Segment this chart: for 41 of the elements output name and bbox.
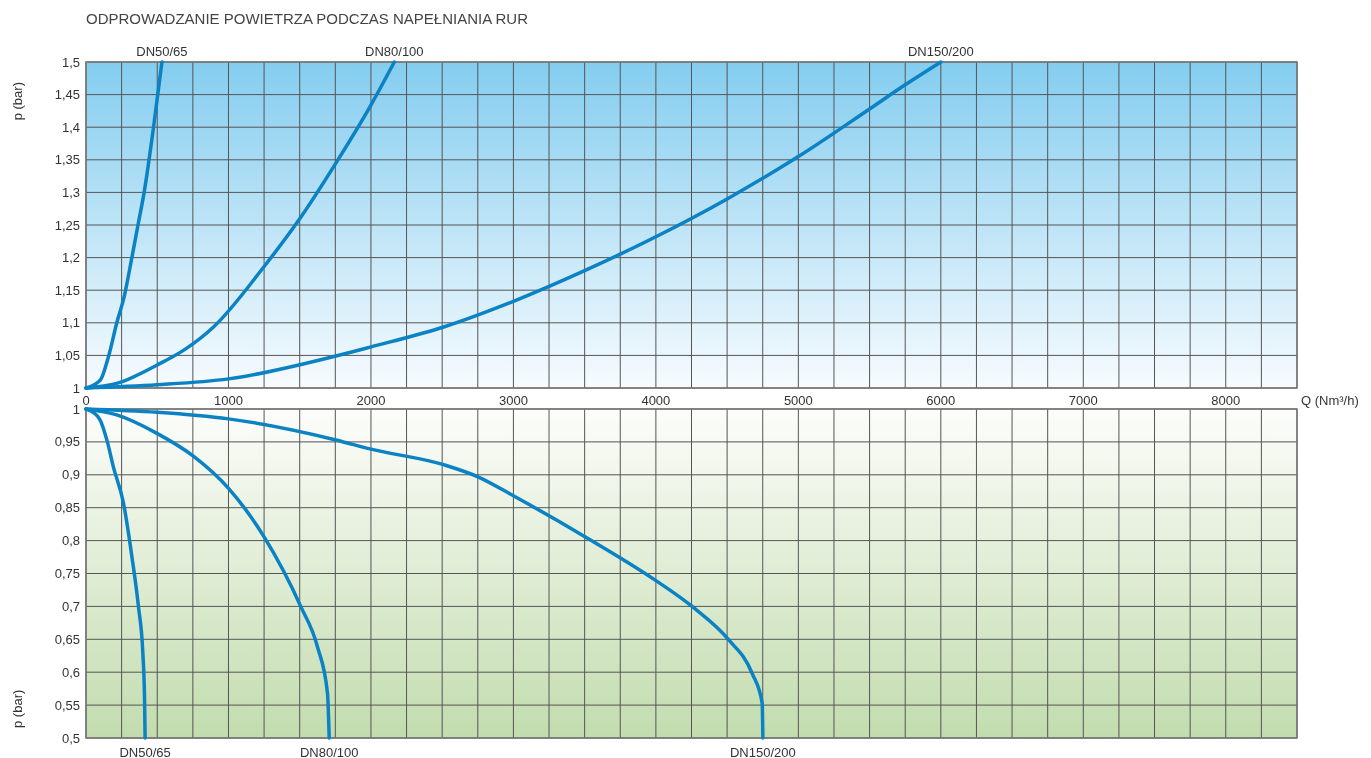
y-tick-label: 1,2 <box>61 250 80 266</box>
y-tick-label: 1,3 <box>61 184 80 200</box>
series-label: DN150/200 <box>907 44 974 59</box>
y-axis-title: p (bar) <box>10 82 25 121</box>
y-axis-title: p (bar) <box>10 689 25 728</box>
x-tick-label: 6000 <box>926 393 956 408</box>
y-tick-label: 0,65 <box>54 631 80 647</box>
x-tick-label: 4000 <box>641 393 671 408</box>
y-tick-label: 1,1 <box>61 315 80 331</box>
series-label: DN80/100 <box>365 44 424 59</box>
y-tick-label: 0,75 <box>54 566 80 582</box>
y-tick-label: 0,8 <box>61 533 80 549</box>
y-tick-label: 0,6 <box>61 664 80 680</box>
y-tick-label: 1,15 <box>54 282 80 298</box>
x-tick-label: 5000 <box>783 393 813 408</box>
y-tick-label: 0,95 <box>54 434 80 450</box>
y-tick-label: 0,9 <box>61 467 80 483</box>
y-tick-label: 1,25 <box>54 217 80 233</box>
y-tick-label: 0,5 <box>61 730 80 746</box>
x-tick-label: 1000 <box>214 393 243 408</box>
y-tick-label: 0,55 <box>54 697 80 713</box>
y-tick-label: 0,85 <box>54 500 80 516</box>
y-tick-label: 1,05 <box>54 347 80 363</box>
series-label: DN150/200 <box>729 745 796 758</box>
y-tick-label: 1,5 <box>61 54 80 70</box>
series-label: DN50/65 <box>119 745 171 758</box>
x-tick-label: 0 <box>82 393 90 408</box>
chart-title: ODPROWADZANIE POWIETRZA PODCZAS NAPEŁNIANIA RUR <box>86 10 529 27</box>
series-label: DN80/100 <box>299 745 359 758</box>
x-tick-label: 8000 <box>1211 393 1241 408</box>
series-label: DN50/65 <box>136 44 188 59</box>
y-tick-label: 1 <box>72 401 80 417</box>
y-tick-label: 1 <box>72 380 80 396</box>
y-tick-label: 1,4 <box>61 119 80 135</box>
x-axis-title: Q (Nm³/h) <box>1301 393 1359 408</box>
y-tick-label: 1,35 <box>54 152 80 168</box>
y-tick-label: 1,45 <box>54 87 80 103</box>
x-tick-label: 3000 <box>498 393 528 408</box>
y-tick-label: 0,7 <box>61 598 80 614</box>
x-tick-label: 2000 <box>356 393 386 408</box>
x-tick-label: 7000 <box>1068 393 1098 408</box>
